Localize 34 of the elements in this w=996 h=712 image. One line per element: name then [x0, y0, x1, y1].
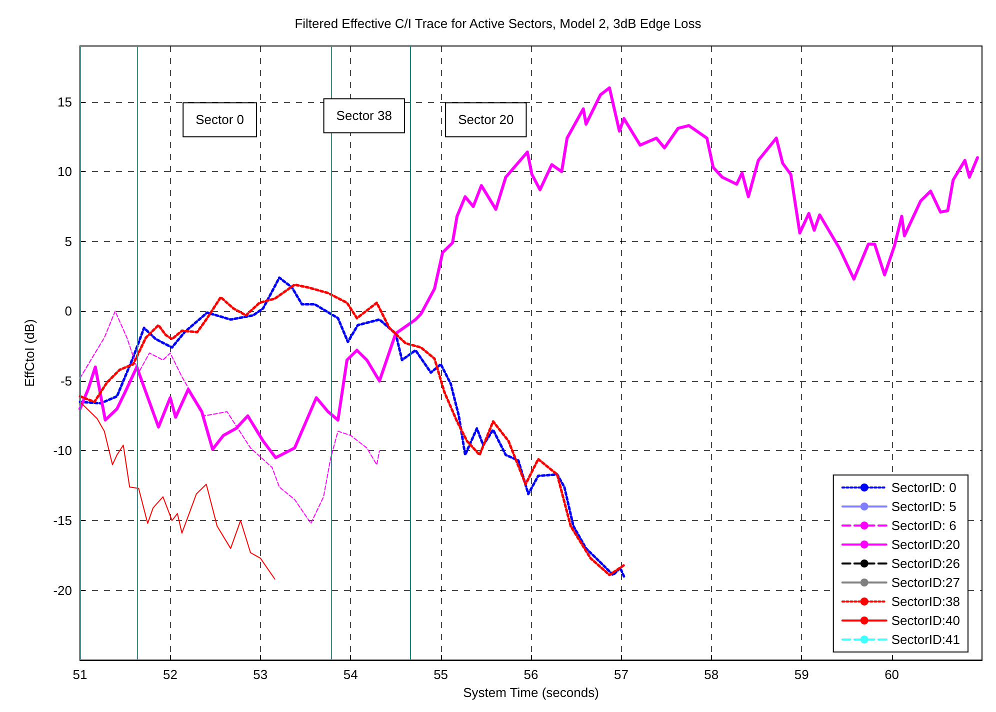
legend-label: SectorID:41 [891, 632, 960, 647]
x-tick-label: 57 [614, 667, 628, 682]
x-tick-label: 59 [794, 667, 809, 682]
annotation: Sector 38 [336, 108, 392, 124]
legend-label: SectorID:40 [891, 613, 960, 628]
legend-label: SectorID: 0 [891, 480, 956, 495]
legend-label: SectorID: 6 [891, 518, 956, 533]
legend-label: SectorID: 5 [891, 499, 956, 514]
y-tick-label: 10 [58, 164, 72, 180]
legend-label: SectorID:27 [891, 575, 960, 590]
y-tick-label: -10 [53, 443, 72, 458]
x-tick-label: 52 [162, 667, 178, 682]
x-tick-label: 54 [343, 667, 358, 682]
x-tick-label: 60 [884, 667, 900, 682]
y-tick-label: -5 [60, 373, 72, 388]
legend-label: SectorID:20 [891, 537, 960, 552]
y-tick-label: -15 [53, 513, 72, 528]
line-series [80, 401, 276, 580]
x-tick-label: 53 [253, 667, 268, 682]
x-axis-title: System Time (seconds) [463, 685, 599, 700]
x-tick-label: 51 [72, 667, 88, 682]
y-tick-label: -20 [53, 582, 72, 598]
chart-title: Filtered Effective C/I Trace for Active Sectors, Model 2, 3dB Edge Loss [294, 16, 702, 31]
y-tick-label: 5 [64, 234, 72, 249]
annotation: Sector 0 [196, 112, 244, 128]
x-tick-label: 56 [524, 667, 538, 682]
legend-label: SectorID:26 [891, 556, 960, 571]
y-tick-label: 0 [64, 304, 72, 319]
x-tick-label: 55 [434, 667, 448, 682]
x-tick-label: 58 [704, 667, 719, 682]
legend-label: SectorID:38 [891, 594, 960, 609]
y-axis-title: EffCtoI (dB) [22, 319, 37, 387]
y-tick-label: 15 [58, 94, 72, 110]
annotation: Sector 20 [458, 112, 514, 128]
